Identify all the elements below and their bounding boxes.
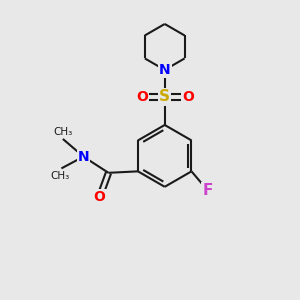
Text: O: O	[94, 190, 106, 204]
Text: O: O	[136, 90, 148, 104]
Text: F: F	[202, 183, 213, 198]
Text: CH₃: CH₃	[53, 127, 73, 136]
Text: N: N	[159, 63, 170, 77]
Text: O: O	[182, 90, 194, 104]
Text: CH₃: CH₃	[50, 171, 70, 181]
Text: S: S	[159, 89, 170, 104]
Text: N: N	[78, 150, 89, 164]
